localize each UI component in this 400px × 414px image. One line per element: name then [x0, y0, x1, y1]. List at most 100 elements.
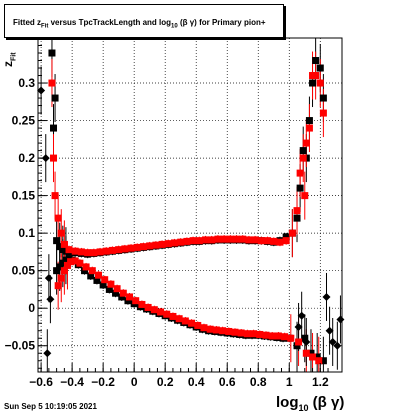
data-point	[270, 237, 278, 245]
data-point	[133, 243, 141, 251]
data-point	[101, 276, 109, 284]
data-point	[312, 57, 320, 65]
data-point	[63, 261, 71, 269]
data-point	[299, 154, 307, 162]
footer-timestamp: Sun Sep 5 10:19:05 2021	[4, 402, 97, 411]
data-point	[87, 272, 95, 280]
data-point	[189, 237, 197, 245]
data-point	[65, 246, 73, 254]
data-point	[212, 326, 220, 334]
data-point	[76, 259, 84, 267]
data-point	[183, 237, 191, 245]
data-point	[157, 308, 165, 316]
data-point	[302, 349, 310, 357]
data-point	[316, 64, 324, 72]
data-point	[96, 248, 104, 256]
title-suffix: (β γ) for Primary pion+	[177, 18, 266, 27]
data-point	[188, 319, 196, 327]
x-tick-label: 1	[286, 375, 293, 389]
data-point	[296, 184, 304, 192]
x-tick-label: 0	[131, 375, 138, 389]
data-point	[60, 240, 68, 248]
data-point	[239, 235, 247, 243]
data-point	[138, 300, 146, 308]
data-point	[158, 240, 166, 248]
x-tick-label: −0.4	[60, 375, 84, 389]
data-point	[293, 342, 301, 350]
data-point	[319, 357, 327, 365]
data-point	[177, 238, 185, 246]
data-point	[105, 285, 113, 293]
data-point	[115, 246, 123, 254]
data-point	[316, 79, 324, 87]
y-tick-label: 0.05	[12, 264, 36, 278]
data-point	[113, 285, 121, 293]
data-point	[139, 243, 147, 251]
data-point	[214, 235, 222, 243]
data-point	[118, 293, 126, 301]
y-tick-label: 0.1	[18, 226, 35, 240]
y-tick-label: 0.15	[12, 189, 36, 203]
data-point	[51, 192, 59, 200]
data-point	[243, 330, 251, 338]
x-tick-label: 0.2	[157, 375, 174, 389]
data-point	[307, 349, 315, 357]
data-point	[225, 327, 233, 335]
y-axis-label: zFit	[1, 52, 18, 67]
y-tick-label: 0.2	[18, 151, 35, 165]
data-point	[299, 147, 307, 155]
data-point	[305, 117, 313, 125]
data-point	[195, 237, 203, 245]
data-point	[82, 263, 90, 271]
data-point	[53, 267, 61, 275]
data-point	[48, 49, 56, 57]
data-point	[71, 257, 79, 265]
title-box: Fitted zFit versus TpcTrackLength and lo…	[4, 4, 284, 38]
data-point	[231, 328, 239, 336]
data-point	[301, 334, 309, 342]
data-point	[288, 229, 296, 237]
data-point	[315, 357, 323, 365]
data-point	[94, 271, 102, 279]
x-tick-label: 0.4	[188, 375, 205, 389]
x-tick-label: 1.2	[312, 375, 329, 389]
data-point	[54, 214, 62, 222]
data-point	[251, 236, 259, 244]
data-point	[319, 94, 327, 102]
data-point	[77, 248, 85, 256]
data-point	[295, 338, 303, 346]
x-tick-label: 0.6	[219, 375, 236, 389]
data-point	[268, 332, 276, 340]
data-point	[325, 326, 334, 335]
data-point	[302, 139, 310, 147]
data-point	[175, 315, 183, 323]
data-point	[132, 297, 140, 305]
data-point	[274, 332, 282, 340]
data-point	[57, 274, 65, 282]
data-point	[208, 236, 216, 244]
data-point	[90, 249, 98, 257]
data-point	[245, 236, 253, 244]
x-tick-label: −0.2	[91, 375, 115, 389]
data-point	[309, 353, 317, 361]
data-point	[250, 330, 258, 338]
data-point	[328, 337, 337, 346]
data-point	[121, 245, 129, 253]
data-point	[333, 341, 342, 350]
data-point	[194, 321, 202, 329]
title-log-sub: 10	[171, 23, 178, 30]
data-point	[99, 281, 107, 289]
data-point	[163, 310, 171, 318]
data-point	[233, 235, 241, 243]
data-point	[53, 237, 61, 245]
data-point	[305, 124, 313, 132]
data-point	[43, 349, 52, 358]
data-point	[126, 293, 134, 301]
data-point	[257, 237, 265, 245]
data-point	[297, 311, 306, 320]
data-point	[302, 337, 311, 346]
title-middle: versus TpcTrackLength and log	[48, 18, 172, 27]
data-point	[220, 235, 228, 243]
data-point	[322, 292, 331, 301]
